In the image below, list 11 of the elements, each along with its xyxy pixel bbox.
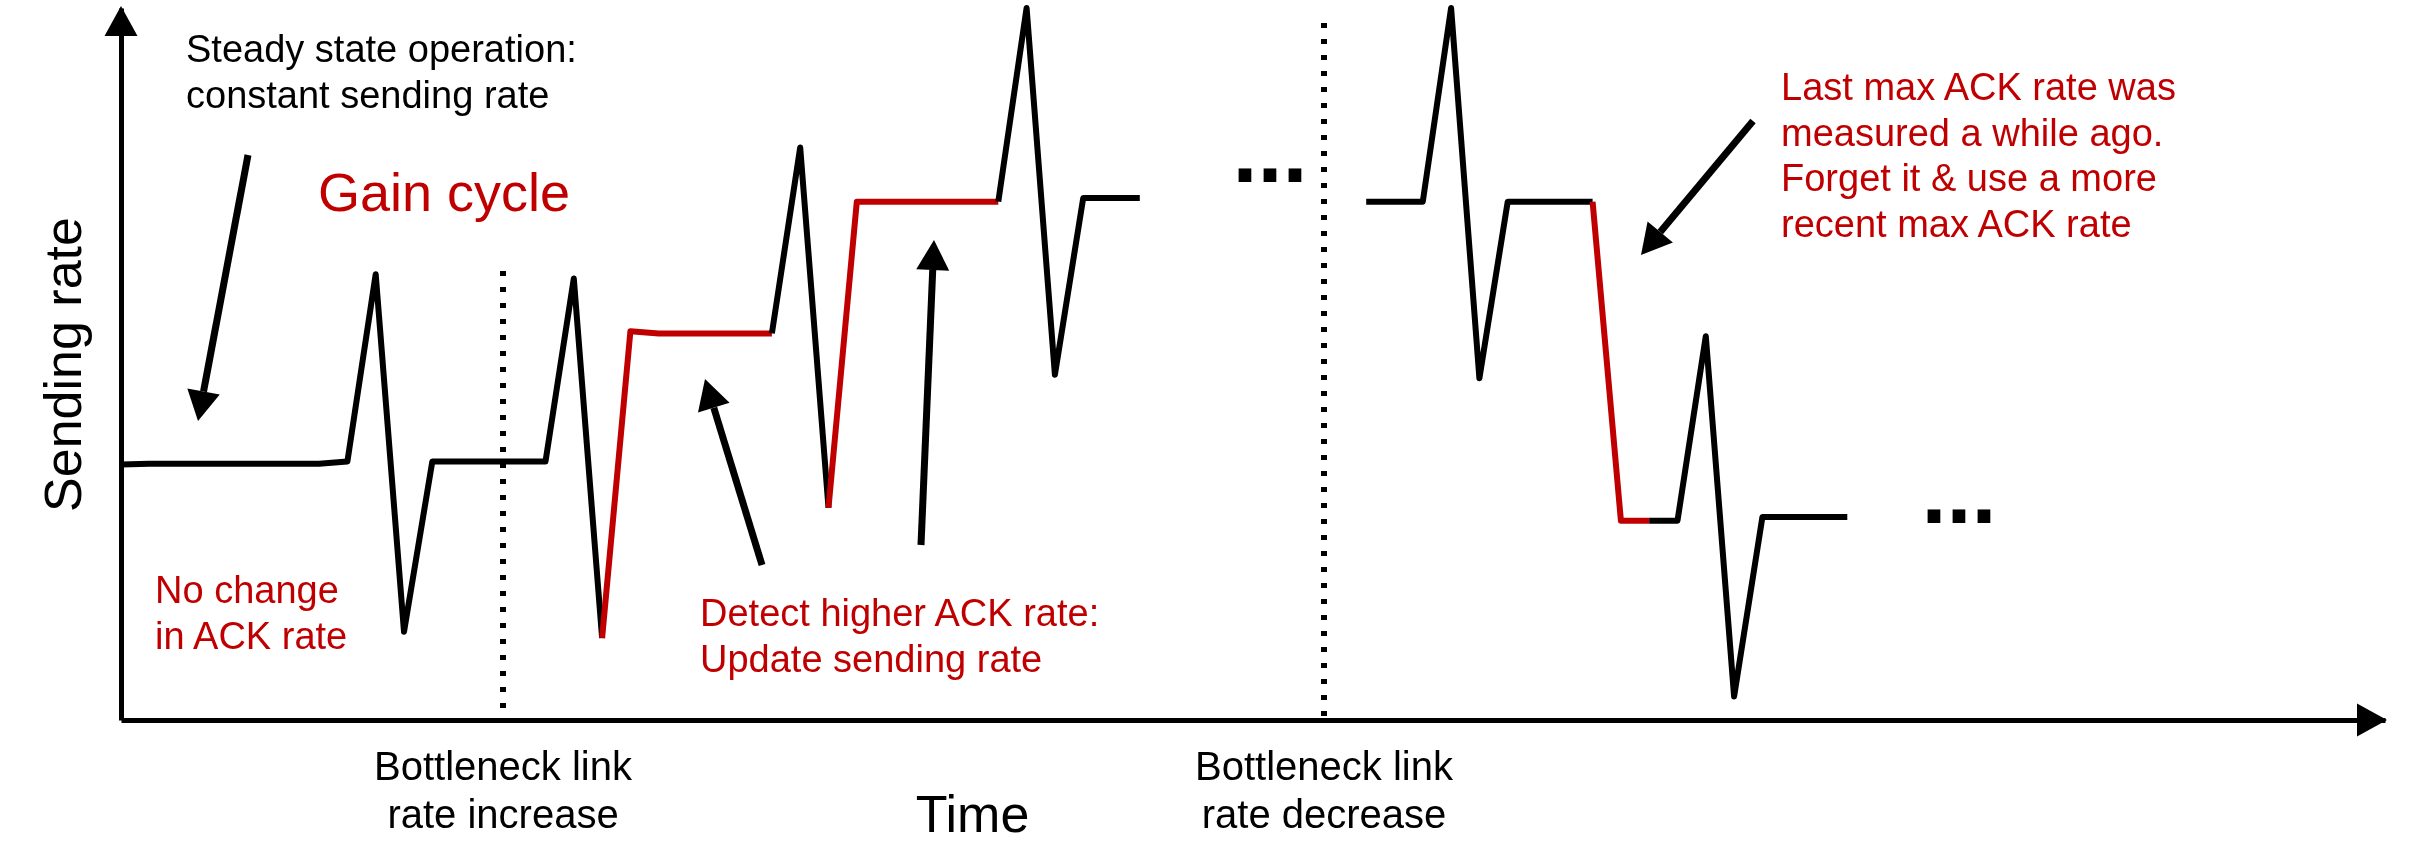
x-axis-title: Time: [915, 784, 1030, 843]
annotation: Detect higher ACK rate: Update sending rate: [700, 592, 1100, 680]
annotation: Last max ACK rate was measured a while ago. Forget it & use a more recent max ACK rate: [1781, 66, 2176, 245]
annotation: No change in ACK rate: [155, 569, 348, 657]
y-axis-title: Sending rate: [33, 217, 92, 512]
text: Bottleneck link rate decrease: [1195, 744, 1454, 836]
annotation: ...: [1232, 101, 1308, 201]
annotation: ...: [1921, 442, 1997, 542]
annotation: Steady state operation: constant sending rate: [186, 28, 577, 116]
annotation: Gain cycle: [318, 162, 571, 222]
text: Bottleneck link rate increase: [374, 744, 633, 836]
